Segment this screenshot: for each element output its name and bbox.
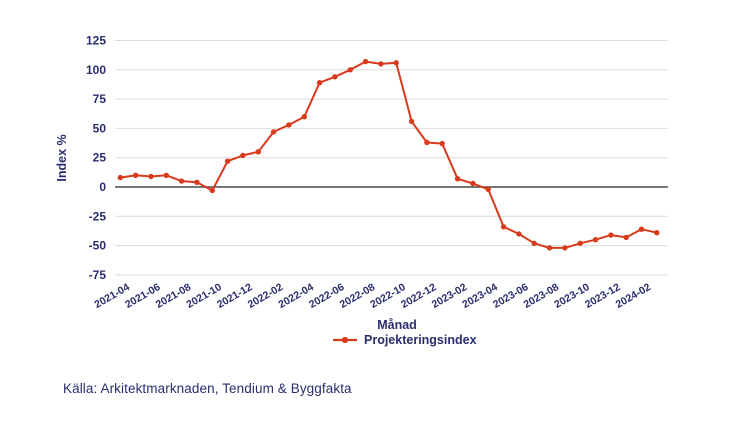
y-axis-title: Index % — [55, 134, 69, 181]
svg-text:-25: -25 — [89, 209, 107, 223]
svg-text:0: 0 — [99, 180, 106, 194]
source-caption: Källa: Arkitektmarknaden, Tendium & Bygg… — [63, 381, 352, 396]
series-projekteringsindex — [117, 58, 660, 251]
svg-text:50: 50 — [93, 121, 107, 135]
y-axis-tick-labels: 125 100 75 50 25 0 -25 -50 -75 — [86, 34, 106, 282]
legend-label: Projekteringsindex — [364, 333, 477, 347]
svg-text:-50: -50 — [89, 239, 107, 253]
svg-text:100: 100 — [86, 63, 106, 77]
svg-text:2024-02: 2024-02 — [614, 281, 654, 311]
legend: Projekteringsindex — [333, 333, 477, 347]
legend-dot-marker — [341, 336, 349, 344]
svg-text:125: 125 — [86, 34, 106, 48]
line-chart: 125 100 75 50 25 0 -25 -50 -75 2021-042021-06202… — [55, 34, 668, 347]
svg-text:25: 25 — [93, 151, 107, 165]
x-axis-title: Månad — [377, 318, 417, 332]
svg-text:75: 75 — [93, 92, 107, 106]
x-axis-tick-labels: 2021-042021-062021-082021-102021-122022-… — [92, 281, 653, 311]
gridlines — [115, 40, 668, 276]
svg-text:-75: -75 — [89, 268, 107, 282]
